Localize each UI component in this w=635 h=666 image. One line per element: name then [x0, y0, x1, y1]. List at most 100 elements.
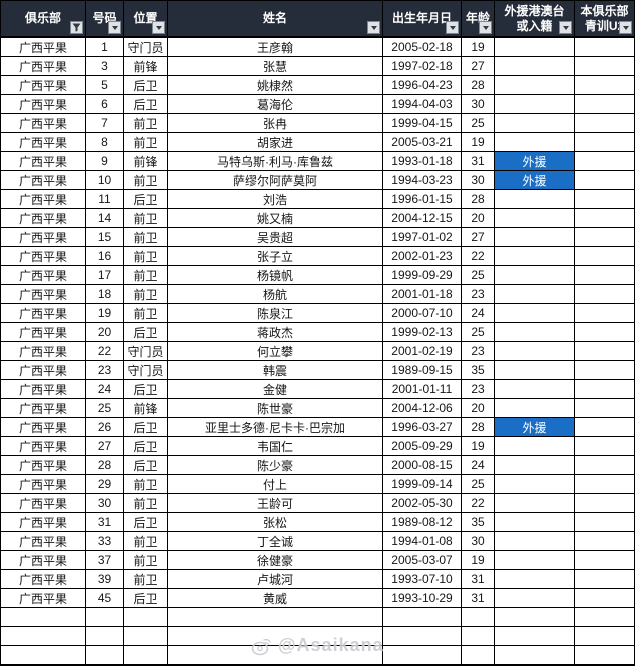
cell-club[interactable]	[1, 627, 86, 646]
cell-position[interactable]: 后卫	[124, 513, 168, 532]
cell-foreign-status[interactable]	[495, 608, 575, 627]
cell-foreign-status[interactable]	[495, 247, 575, 266]
cell-youth-status[interactable]	[575, 513, 634, 532]
column-header-number[interactable]: 号码	[86, 1, 124, 36]
cell-name[interactable]: 张松	[168, 513, 383, 532]
cell-foreign-status[interactable]: 外援	[495, 418, 575, 437]
cell-youth-status[interactable]	[575, 646, 634, 665]
cell-name[interactable]: 陈少豪	[168, 456, 383, 475]
cell-number[interactable]: 19	[86, 304, 124, 323]
cell-number[interactable]: 11	[86, 190, 124, 209]
cell-dob[interactable]: 1997-01-02	[383, 228, 462, 247]
cell-youth-status[interactable]	[575, 190, 634, 209]
cell-name[interactable]: 姚棣然	[168, 76, 383, 95]
cell-foreign-status[interactable]	[495, 589, 575, 608]
cell-position[interactable]: 守门员	[124, 38, 168, 57]
cell-number[interactable]	[86, 608, 124, 627]
cell-dob[interactable]	[383, 646, 462, 665]
filter-dropdown-button[interactable]	[559, 21, 572, 34]
cell-age[interactable]: 28	[462, 190, 495, 209]
cell-number[interactable]: 33	[86, 532, 124, 551]
cell-club[interactable]: 广西平果	[1, 323, 86, 342]
cell-age[interactable]: 30	[462, 532, 495, 551]
cell-name[interactable]: 何立攀	[168, 342, 383, 361]
cell-youth-status[interactable]	[575, 399, 634, 418]
cell-club[interactable]	[1, 608, 86, 627]
filter-dropdown-button[interactable]	[152, 21, 165, 34]
cell-name[interactable]	[168, 646, 383, 665]
cell-foreign-status[interactable]: 外援	[495, 152, 575, 171]
column-header-youth-status[interactable]: 本俱乐部 青训U2	[575, 1, 634, 36]
cell-position[interactable]: 前锋	[124, 152, 168, 171]
filter-dropdown-button[interactable]	[479, 21, 492, 34]
cell-youth-status[interactable]	[575, 304, 634, 323]
cell-dob[interactable]: 2000-08-15	[383, 456, 462, 475]
cell-number[interactable]: 23	[86, 361, 124, 380]
cell-foreign-status[interactable]	[495, 304, 575, 323]
cell-number[interactable]: 1	[86, 38, 124, 57]
cell-name[interactable]: 蒋政杰	[168, 323, 383, 342]
cell-age[interactable]: 25	[462, 266, 495, 285]
cell-dob[interactable]: 2001-01-11	[383, 380, 462, 399]
cell-number[interactable]: 9	[86, 152, 124, 171]
cell-foreign-status[interactable]	[495, 114, 575, 133]
cell-club[interactable]: 广西平果	[1, 589, 86, 608]
cell-foreign-status[interactable]	[495, 570, 575, 589]
cell-position[interactable]: 前卫	[124, 228, 168, 247]
cell-number[interactable]: 8	[86, 133, 124, 152]
cell-position[interactable]: 前卫	[124, 209, 168, 228]
cell-position[interactable]: 前卫	[124, 133, 168, 152]
cell-position[interactable]: 前卫	[124, 285, 168, 304]
cell-dob[interactable]: 1993-07-10	[383, 570, 462, 589]
cell-dob[interactable]: 2002-05-30	[383, 494, 462, 513]
cell-club[interactable]: 广西平果	[1, 475, 86, 494]
cell-club[interactable]: 广西平果	[1, 532, 86, 551]
cell-foreign-status[interactable]	[495, 57, 575, 76]
cell-age[interactable]: 28	[462, 418, 495, 437]
filter-funnel-button[interactable]	[70, 21, 83, 34]
cell-age[interactable]: 25	[462, 114, 495, 133]
cell-age[interactable]: 20	[462, 399, 495, 418]
cell-position[interactable]: 守门员	[124, 361, 168, 380]
cell-dob[interactable]: 1993-01-18	[383, 152, 462, 171]
cell-foreign-status[interactable]	[495, 475, 575, 494]
cell-foreign-status[interactable]	[495, 380, 575, 399]
cell-number[interactable]: 27	[86, 437, 124, 456]
cell-age[interactable]: 20	[462, 209, 495, 228]
cell-age[interactable]: 27	[462, 228, 495, 247]
cell-foreign-status[interactable]	[495, 342, 575, 361]
cell-name[interactable]: 张子立	[168, 247, 383, 266]
cell-position[interactable]: 守门员	[124, 342, 168, 361]
cell-age[interactable]: 31	[462, 152, 495, 171]
cell-club[interactable]: 广西平果	[1, 456, 86, 475]
cell-dob[interactable]: 1996-03-27	[383, 418, 462, 437]
cell-youth-status[interactable]	[575, 209, 634, 228]
cell-dob[interactable]: 2005-03-07	[383, 551, 462, 570]
cell-club[interactable]: 广西平果	[1, 342, 86, 361]
column-header-dob[interactable]: 出生年月日	[383, 1, 462, 36]
cell-name[interactable]: 金健	[168, 380, 383, 399]
cell-number[interactable]: 16	[86, 247, 124, 266]
cell-club[interactable]: 广西平果	[1, 266, 86, 285]
cell-name[interactable]: 亚里士多德·尼卡卡·巴宗加	[168, 418, 383, 437]
cell-age[interactable]: 19	[462, 551, 495, 570]
cell-club[interactable]: 广西平果	[1, 171, 86, 190]
cell-number[interactable]: 15	[86, 228, 124, 247]
cell-age[interactable]: 19	[462, 38, 495, 57]
cell-number[interactable]: 26	[86, 418, 124, 437]
cell-position[interactable]: 后卫	[124, 437, 168, 456]
cell-youth-status[interactable]	[575, 437, 634, 456]
cell-name[interactable]: 杨镜帆	[168, 266, 383, 285]
cell-name[interactable]: 付上	[168, 475, 383, 494]
cell-age[interactable]: 23	[462, 342, 495, 361]
cell-dob[interactable]: 1989-08-12	[383, 513, 462, 532]
cell-name[interactable]: 王彦翰	[168, 38, 383, 57]
cell-youth-status[interactable]	[575, 608, 634, 627]
cell-number[interactable]: 20	[86, 323, 124, 342]
cell-club[interactable]: 广西平果	[1, 190, 86, 209]
column-header-age[interactable]: 年龄	[462, 1, 495, 36]
cell-position[interactable]: 后卫	[124, 323, 168, 342]
cell-age[interactable]: 35	[462, 513, 495, 532]
cell-age[interactable]: 24	[462, 304, 495, 323]
cell-name[interactable]: 韩震	[168, 361, 383, 380]
